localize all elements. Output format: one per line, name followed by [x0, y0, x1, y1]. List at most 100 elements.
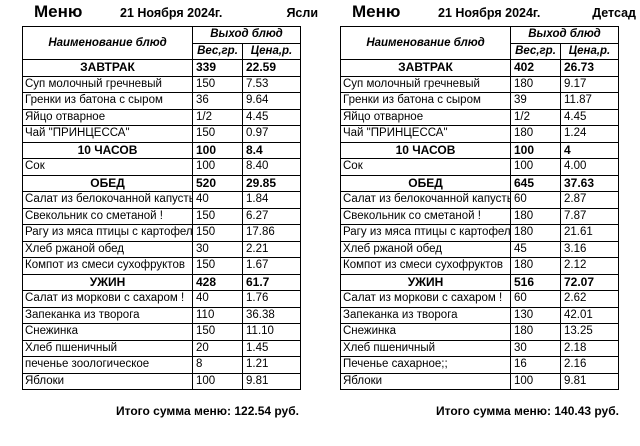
table-row: Свекольник со сметаной ! 150 6.27 — [22, 207, 301, 225]
table-row: Хлеб ржаной обед 30 2.21 — [22, 240, 301, 258]
dish-price: 1.24 — [560, 125, 619, 143]
dish-name: Чай "ПРИНЦЕССА" — [22, 125, 193, 143]
table-row: печенье зоологическое 8 1.21 — [22, 356, 301, 374]
dish-weight: 100 — [510, 158, 561, 176]
dish-name: Гренки из батона с сыром — [22, 92, 193, 110]
dish-weight: 40 — [192, 191, 243, 209]
dish-price: 1.84 — [242, 191, 301, 209]
dish-name: Хлеб пшеничный — [22, 339, 193, 357]
section-name: ЗАВТРАК — [340, 59, 511, 77]
dish-name: Суп молочный гречневый — [340, 75, 511, 93]
table-row: Салат из моркови с сахаром ! 60 2.62 — [340, 290, 619, 308]
section-name: УЖИН — [340, 273, 511, 291]
dish-name: Салат из моркови с сахаром ! — [340, 290, 511, 308]
dish-weight: 30 — [192, 240, 243, 258]
table-row: Салат из моркови с сахаром ! 40 1.76 — [22, 290, 301, 308]
section-name: ЗАВТРАК — [22, 59, 193, 77]
column-header-output: Выход блюд — [510, 26, 619, 44]
dish-weight: 40 — [192, 290, 243, 308]
table-row: Компот из смеси сухофруктов 150 1.67 — [22, 257, 301, 275]
dish-price: 2.16 — [560, 356, 619, 374]
dish-name: Сок — [340, 158, 511, 176]
dish-name: Салат из белокочанной капусты — [340, 191, 511, 209]
dish-name: Гренки из батона с сыром — [340, 92, 511, 110]
dish-name: Рагу из мяса птицы с картофелем — [22, 224, 193, 242]
section-row: ЗАВТРАК 339 22.59 — [22, 59, 301, 77]
section-weight: 520 — [192, 174, 243, 192]
table-row: Хлеб пшеничный 30 2.18 — [340, 339, 619, 357]
menu-header: Меню 21 Ноября 2024г. Ясли — [22, 0, 322, 26]
table-row: Печенье сахарное;; 16 2.16 — [340, 356, 619, 374]
dish-name: Снежинка — [340, 323, 511, 341]
dish-price: 4.45 — [242, 108, 301, 126]
dish-name: Запеканка из творога — [22, 306, 193, 324]
dish-price: 9.64 — [242, 92, 301, 110]
section-name: ОБЕД — [340, 174, 511, 192]
dish-price: 2.62 — [560, 290, 619, 308]
dish-weight: 1/2 — [192, 108, 243, 126]
table-row: Хлеб пшеничный 20 1.45 — [22, 339, 301, 357]
table-row: Снежинка 180 13.25 — [340, 323, 619, 341]
dish-price: 13.25 — [560, 323, 619, 341]
dish-name: Суп молочный гречневый — [22, 75, 193, 93]
dish-weight: 180 — [510, 323, 561, 341]
dish-weight: 180 — [510, 257, 561, 275]
dish-weight: 60 — [510, 191, 561, 209]
table-row: Гренки из батона с сыром 39 11.87 — [340, 92, 619, 110]
menu-total: Итого сумма меню: 122.54 руб. — [116, 404, 299, 418]
section-weight: 428 — [192, 273, 243, 291]
dish-price: 3.16 — [560, 240, 619, 258]
menu-group: Детсад — [592, 6, 636, 20]
dish-price: 7.53 — [242, 75, 301, 93]
dish-name: Запеканка из творога — [340, 306, 511, 324]
dish-price: 11.10 — [242, 323, 301, 341]
section-row: ОБЕД 645 37.63 — [340, 174, 619, 192]
dish-name: Хлеб ржаной обед — [340, 240, 511, 258]
dish-weight: 100 — [192, 372, 243, 390]
dish-name: Яблоки — [340, 372, 511, 390]
dish-price: 4.00 — [560, 158, 619, 176]
dish-price: 17.86 — [242, 224, 301, 242]
menu-date: 21 Ноября 2024г. — [120, 6, 223, 20]
menu-group: Ясли — [286, 6, 318, 20]
table-row: Яблоки 100 9.81 — [340, 372, 619, 390]
section-weight: 516 — [510, 273, 561, 291]
dish-name: Рагу из мяса птицы с картофелем — [340, 224, 511, 242]
section-price: 29.85 — [242, 174, 301, 192]
menu-table: Наименование блюд Выход блюд Вес,гр. Цен… — [22, 26, 301, 390]
dish-weight: 150 — [192, 75, 243, 93]
table-row: Снежинка 150 11.10 — [22, 323, 301, 341]
section-price: 61.7 — [242, 273, 301, 291]
menu-title: Меню — [352, 2, 401, 21]
column-header-name: Наименование блюд — [22, 26, 193, 60]
dish-weight: 8 — [192, 356, 243, 374]
column-header-price: Цена,р. — [242, 42, 301, 60]
dish-name: Свекольник со сметаной ! — [22, 207, 193, 225]
table-row: Хлеб ржаной обед 45 3.16 — [340, 240, 619, 258]
dish-price: 0.97 — [242, 125, 301, 143]
dish-price: 42.01 — [560, 306, 619, 324]
dish-price: 1.67 — [242, 257, 301, 275]
dish-name: Снежинка — [22, 323, 193, 341]
dish-name: Салат из белокочанной капусты — [22, 191, 193, 209]
dish-weight: 30 — [510, 339, 561, 357]
dish-price: 7.87 — [560, 207, 619, 225]
dish-weight: 150 — [192, 257, 243, 275]
column-header-name: Наименование блюд — [340, 26, 511, 60]
menu-panel-nursery: Меню 21 Ноября 2024г. Ясли Наименование … — [22, 0, 322, 390]
dish-price: 9.81 — [242, 372, 301, 390]
table-row: Суп молочный гречневый 150 7.53 — [22, 75, 301, 93]
table-row: Свекольник со сметаной ! 180 7.87 — [340, 207, 619, 225]
dish-price: 6.27 — [242, 207, 301, 225]
table-row: Чай "ПРИНЦЕССА" 180 1.24 — [340, 125, 619, 143]
dish-weight: 150 — [192, 125, 243, 143]
dish-weight: 180 — [510, 125, 561, 143]
dish-price: 2.18 — [560, 339, 619, 357]
dish-price: 1.45 — [242, 339, 301, 357]
dish-price: 9.81 — [560, 372, 619, 390]
section-row: ЗАВТРАК 402 26.73 — [340, 59, 619, 77]
dish-name: печенье зоологическое — [22, 356, 193, 374]
table-row: Запеканка из творога 130 42.01 — [340, 306, 619, 324]
dish-name: Свекольник со сметаной ! — [340, 207, 511, 225]
table-row: Рагу из мяса птицы с картофелем 150 17.86 — [22, 224, 301, 242]
